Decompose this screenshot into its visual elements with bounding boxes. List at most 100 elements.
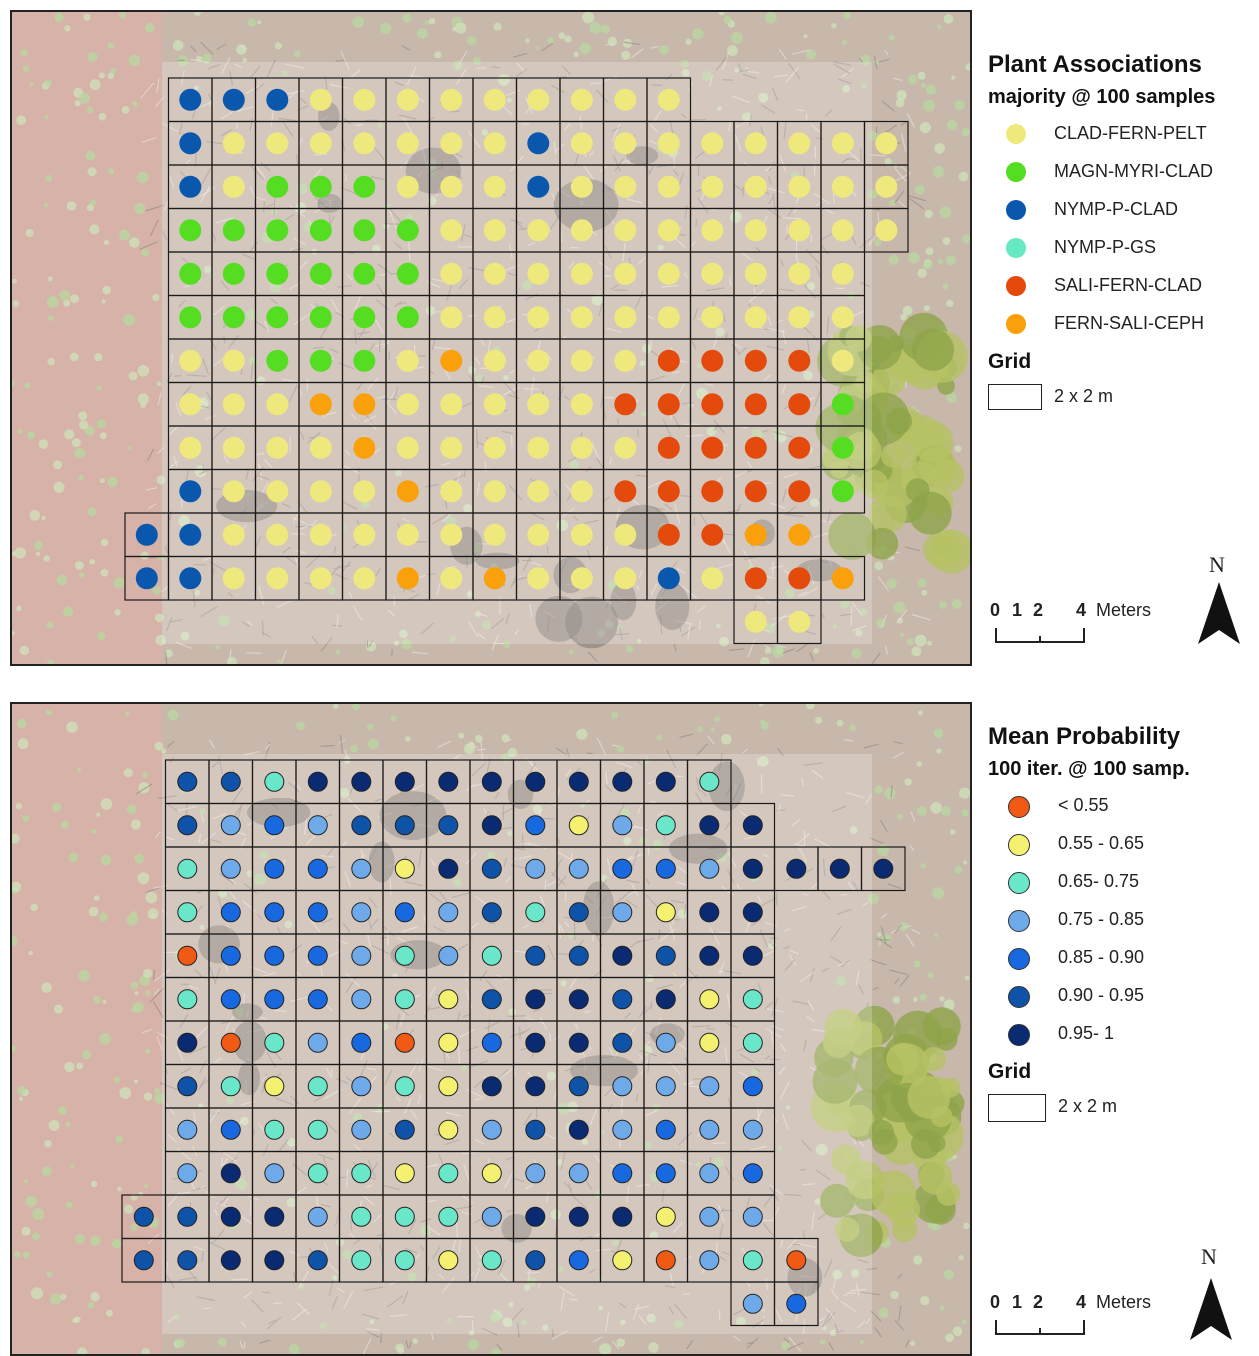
sample-point bbox=[656, 1033, 675, 1052]
sample-point bbox=[266, 393, 288, 415]
sample-point bbox=[700, 772, 719, 791]
sample-point bbox=[439, 859, 458, 878]
vegetation-speck bbox=[131, 819, 141, 829]
vegetation-speck bbox=[75, 1234, 85, 1244]
sample-point bbox=[266, 567, 288, 589]
sample-point bbox=[482, 990, 501, 1009]
vegetation-speck bbox=[102, 300, 106, 304]
vegetation-speck bbox=[842, 40, 847, 45]
sample-point bbox=[613, 772, 632, 791]
sample-point bbox=[700, 1207, 719, 1226]
vegetation-speck bbox=[119, 230, 130, 241]
vegetation-speck bbox=[90, 1236, 100, 1246]
bottom-legend-title: Mean Probability bbox=[988, 722, 1253, 752]
vegetation-speck bbox=[41, 982, 52, 993]
sample-point bbox=[440, 524, 462, 546]
vegetation-speck bbox=[128, 55, 140, 67]
north-arrow-icon bbox=[1196, 580, 1242, 646]
top-grid-swatch bbox=[988, 384, 1042, 410]
sample-point bbox=[745, 480, 767, 502]
sample-point bbox=[656, 1251, 675, 1270]
vegetation-speck bbox=[955, 866, 963, 874]
sample-point bbox=[832, 480, 854, 502]
vegetation-speck bbox=[16, 606, 21, 611]
sample-point bbox=[788, 567, 810, 589]
top-grid-label: 2 x 2 m bbox=[1054, 386, 1113, 407]
sample-point bbox=[526, 1207, 545, 1226]
sample-point bbox=[527, 176, 549, 198]
sample-point bbox=[178, 1164, 197, 1183]
sample-point bbox=[310, 176, 332, 198]
vegetation-speck bbox=[918, 710, 923, 715]
sample-point bbox=[745, 350, 767, 372]
vegetation-speck bbox=[962, 128, 970, 136]
vegetation-speck bbox=[119, 1087, 131, 1099]
sample-point bbox=[265, 1077, 284, 1096]
vegetation-speck bbox=[100, 432, 107, 439]
sample-point bbox=[614, 393, 636, 415]
vegetation-speck bbox=[897, 814, 903, 820]
vegetation-speck bbox=[154, 1088, 160, 1094]
vegetation-speck bbox=[69, 853, 79, 863]
vegetation-speck bbox=[146, 892, 158, 904]
sample-point bbox=[134, 1207, 153, 1226]
sample-point bbox=[178, 816, 197, 835]
sample-point bbox=[178, 1207, 197, 1226]
top-scale-unit: Meters bbox=[1096, 600, 1151, 621]
vegetation-speck bbox=[82, 1050, 91, 1059]
sample-point bbox=[439, 946, 458, 965]
north-arrow-icon bbox=[1188, 1276, 1234, 1342]
vegetation-speck bbox=[963, 861, 967, 865]
sample-point bbox=[745, 611, 767, 633]
sample-point bbox=[832, 567, 854, 589]
vegetation-speck bbox=[145, 1048, 150, 1053]
vegetation-speck bbox=[877, 932, 881, 936]
sample-point bbox=[178, 1251, 197, 1270]
bottom-grid-label: 2 x 2 m bbox=[1058, 1096, 1117, 1117]
vegetation-speck bbox=[903, 306, 913, 316]
sample-point bbox=[484, 89, 506, 111]
sample-point bbox=[656, 1077, 675, 1096]
sample-point bbox=[614, 219, 636, 241]
sample-point bbox=[308, 946, 327, 965]
sample-point bbox=[352, 903, 371, 922]
vegetation-speck bbox=[88, 1302, 95, 1309]
vegetation-speck bbox=[878, 1308, 888, 1318]
sample-point bbox=[656, 1164, 675, 1183]
vegetation-speck bbox=[53, 460, 62, 469]
top-legend-swatch bbox=[1006, 124, 1026, 144]
vegetation-speck bbox=[173, 40, 184, 51]
vegetation-speck bbox=[959, 1255, 964, 1260]
sample-point bbox=[527, 350, 549, 372]
sample-point bbox=[178, 1033, 197, 1052]
shrub bbox=[869, 495, 907, 533]
sample-point bbox=[569, 1251, 588, 1270]
vegetation-speck bbox=[89, 224, 99, 234]
vegetation-speck bbox=[905, 778, 912, 785]
sample-point bbox=[787, 1251, 806, 1270]
vegetation-speck bbox=[102, 286, 111, 295]
vegetation-speck bbox=[921, 83, 926, 88]
vegetation-speck bbox=[17, 429, 22, 434]
top-legend-swatch bbox=[1006, 200, 1026, 220]
vegetation-speck bbox=[945, 1333, 954, 1342]
vegetation-speck bbox=[89, 907, 99, 917]
sample-point bbox=[223, 89, 245, 111]
sample-point bbox=[743, 1120, 762, 1139]
vegetation-speck bbox=[47, 358, 55, 366]
sample-point bbox=[223, 263, 245, 285]
vegetation-speck bbox=[44, 203, 49, 208]
vegetation-speck bbox=[943, 283, 949, 289]
sample-point bbox=[700, 1033, 719, 1052]
sample-point bbox=[265, 816, 284, 835]
bottom-legend-swatch bbox=[1008, 1024, 1030, 1046]
shrub bbox=[918, 1161, 952, 1195]
sample-point bbox=[308, 1077, 327, 1096]
sample-point bbox=[656, 1207, 675, 1226]
vegetation-speck bbox=[525, 39, 529, 43]
sample-point bbox=[484, 306, 506, 328]
vegetation-speck bbox=[176, 1338, 185, 1347]
sample-point bbox=[310, 524, 332, 546]
sample-point bbox=[701, 263, 723, 285]
vegetation-speck bbox=[124, 1205, 133, 1214]
